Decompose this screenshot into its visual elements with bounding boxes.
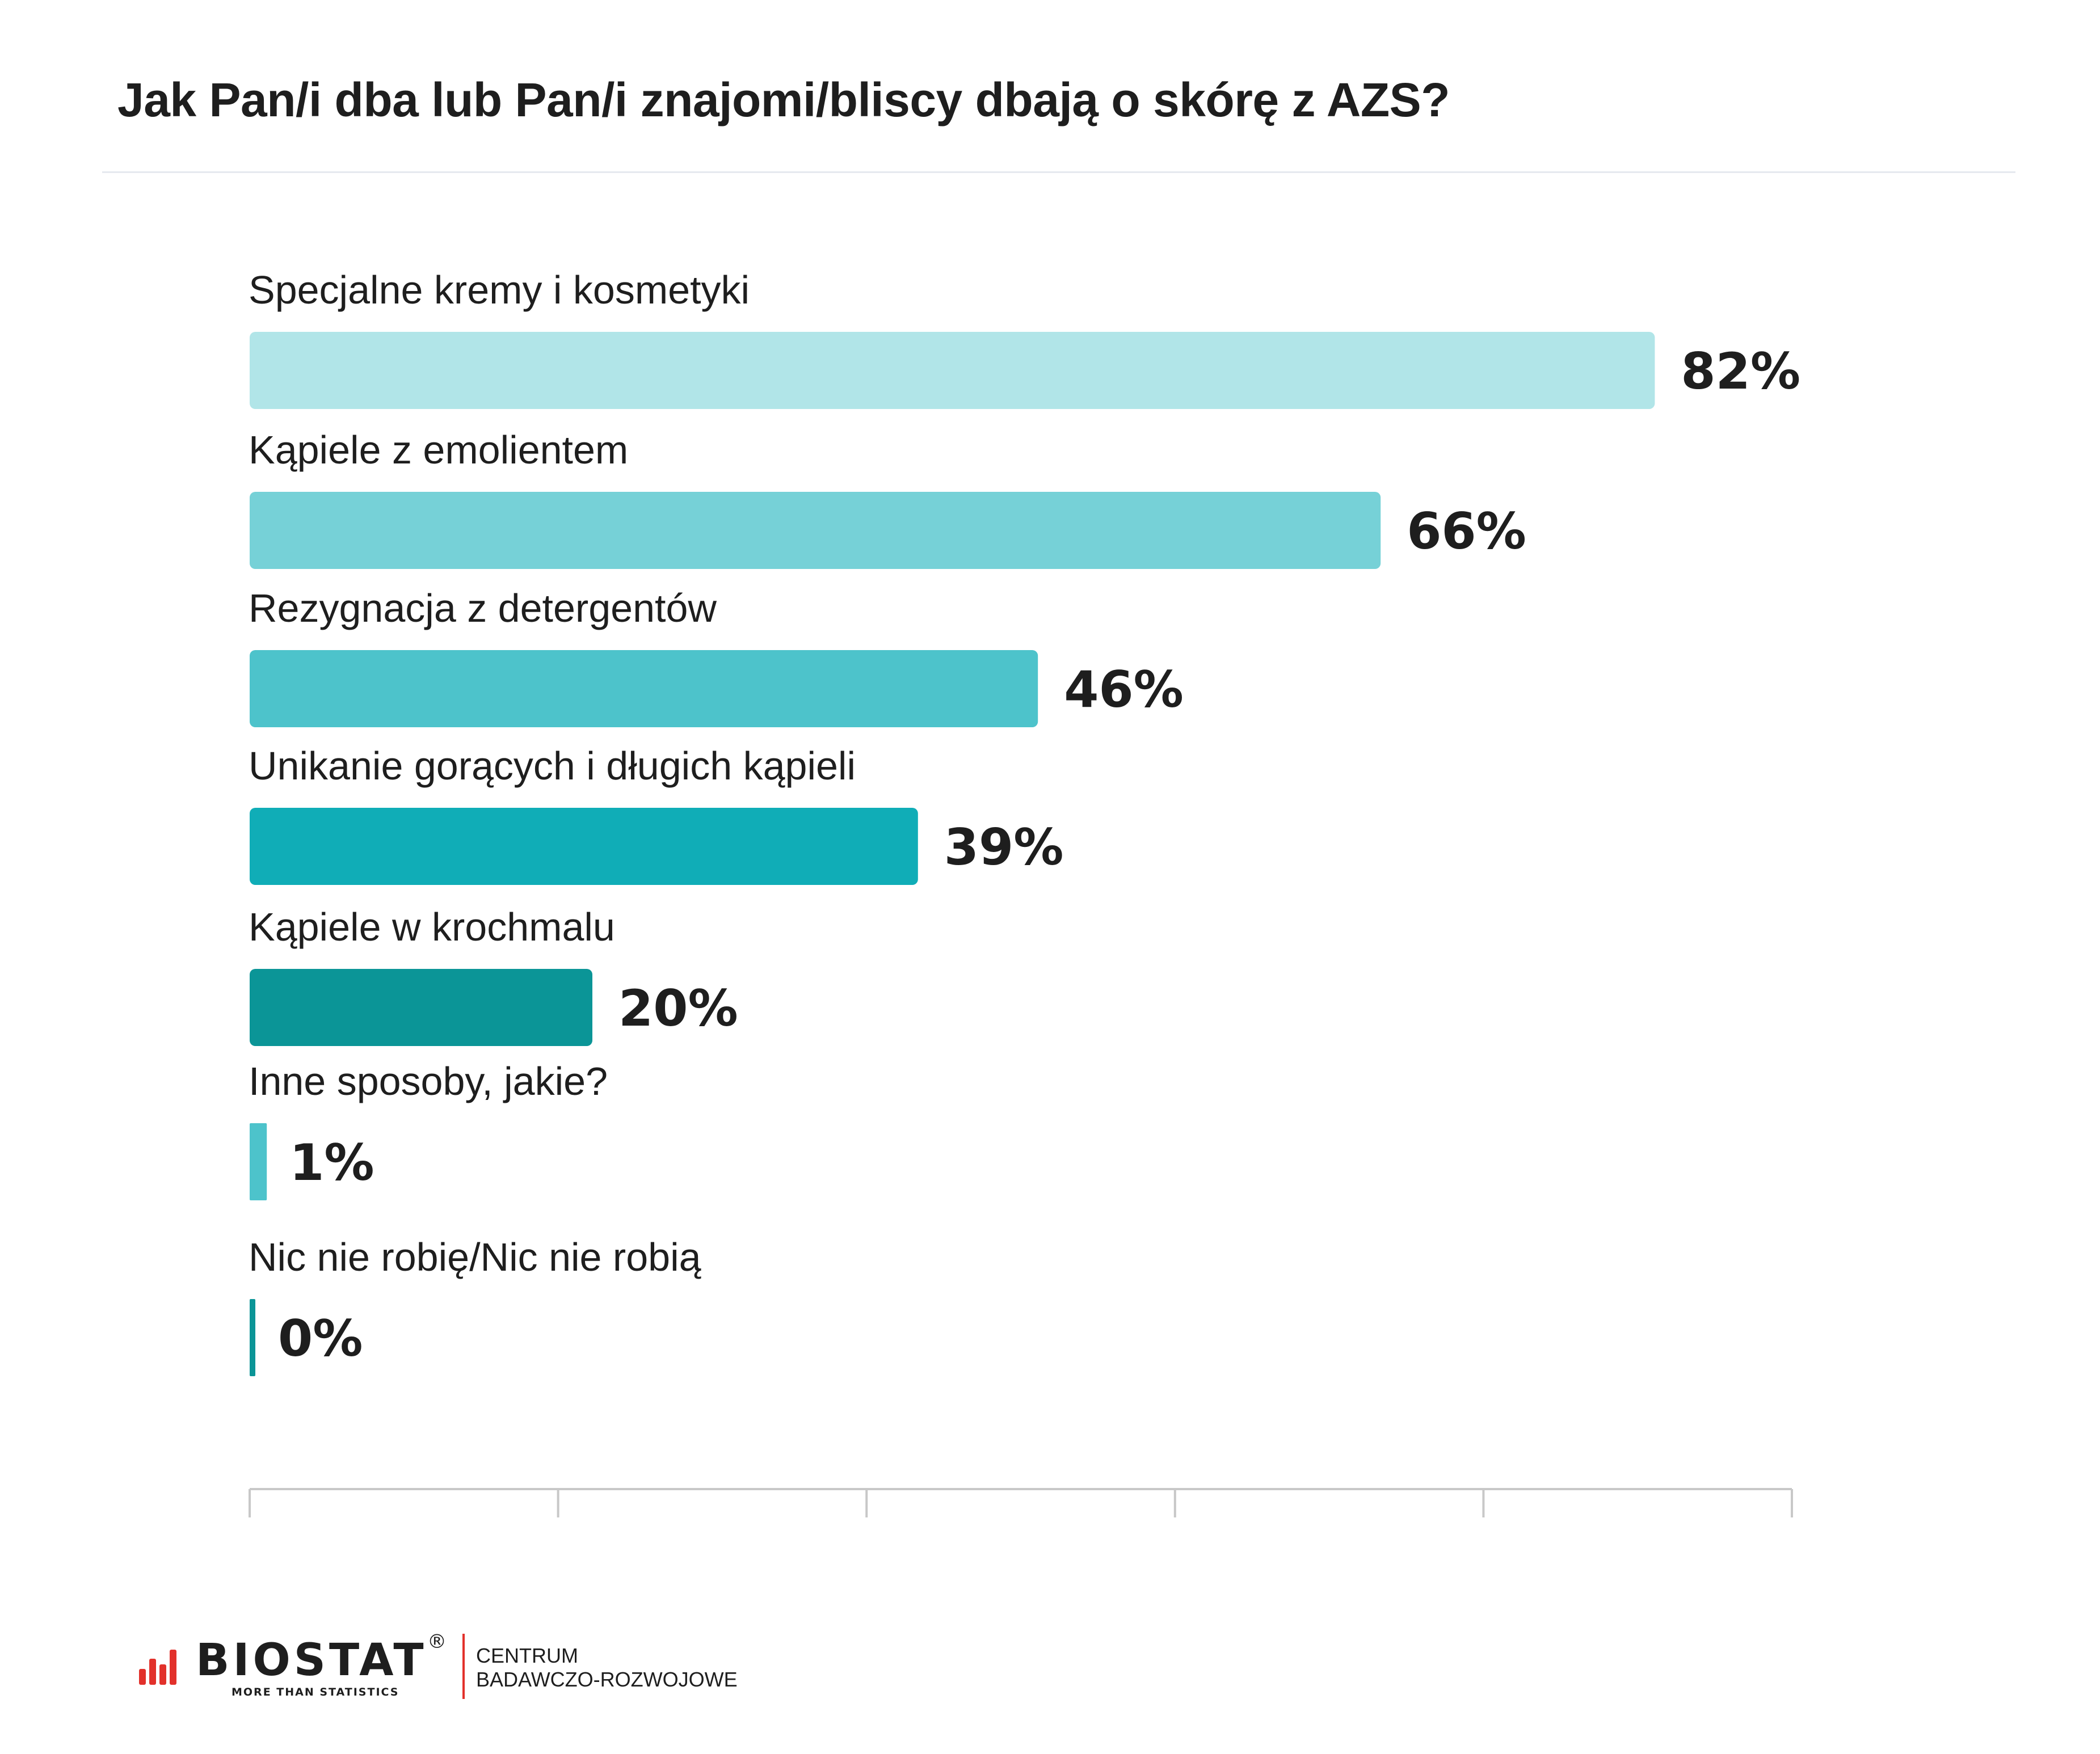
value-label: 66% (1407, 502, 1526, 560)
bar (250, 492, 1381, 569)
category-label: Kąpiele z emolientem (249, 428, 628, 472)
bar (250, 1123, 267, 1200)
value-label: 82% (1681, 342, 1800, 400)
bar (250, 650, 1038, 727)
bar-chart: Specjalne kremy i kosmetyki 82% Kąpiele z … (249, 268, 1800, 1517)
chart-title: Jak Pan/i dba lub Pan/i znajomi/bliscy d… (117, 73, 1450, 127)
value-label: 20% (618, 979, 738, 1038)
value-label: 1% (289, 1133, 374, 1192)
category-label: Rezygnacja z detergentów (249, 586, 717, 630)
brand-tagline: MORE THAN STATISTICS (232, 1686, 399, 1698)
value-label: 0% (278, 1309, 363, 1368)
bar (250, 1299, 255, 1376)
bar (250, 969, 592, 1046)
category-label: Nic nie robię/Nic nie robią (249, 1235, 701, 1279)
bar-logo-icon (139, 1645, 184, 1685)
registered-mark: ® (427, 1630, 447, 1653)
center-label-line2: BADAWCZO-ROZWOJOWE (476, 1668, 738, 1691)
value-label: 39% (944, 818, 1064, 876)
center-label-line1: CENTRUM (476, 1644, 578, 1667)
category-label: Kąpiele w krochmalu (249, 905, 615, 949)
category-label: Unikanie gorących i długich kąpieli (249, 744, 856, 788)
category-label: Inne sposoby, jakie? (249, 1059, 608, 1103)
footer-logo: BIOSTAT ® MORE THAN STATISTICS CENTRUM B… (139, 1630, 933, 1702)
footer-separator (462, 1634, 465, 1699)
title-divider (102, 171, 2015, 173)
value-label: 46% (1064, 660, 1184, 719)
bar (250, 808, 918, 885)
category-label: Specjalne kremy i kosmetyki (249, 268, 750, 312)
bar (250, 332, 1655, 409)
brand-name: BIOSTAT (196, 1635, 427, 1686)
